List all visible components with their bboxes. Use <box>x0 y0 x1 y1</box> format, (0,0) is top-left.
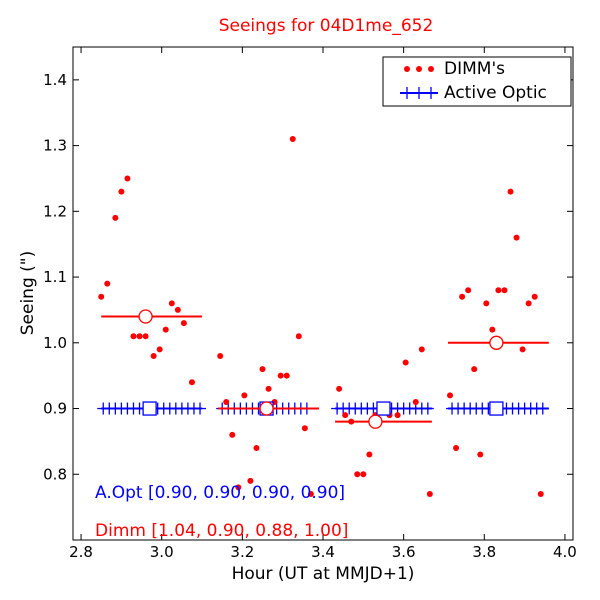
dimm-point <box>495 287 502 294</box>
y-tick-label: 1.4 <box>43 71 67 89</box>
y-tick-label: 1.0 <box>43 334 67 352</box>
dimm-point <box>180 320 187 327</box>
dimm-point <box>447 392 454 399</box>
dimm-point <box>118 188 125 195</box>
dimm-segment-marker <box>259 401 274 416</box>
dimm-point <box>124 175 131 182</box>
dimm-point <box>513 234 520 241</box>
aopt-annotation: A.Opt [0.90, 0.90, 0.90, 0.90] <box>95 483 345 503</box>
legend-dimm-label: DIMM's <box>444 59 505 79</box>
dimm-point <box>525 300 532 307</box>
dimm-point <box>519 346 526 353</box>
dimm-point <box>98 293 105 300</box>
x-tick-label: 3.4 <box>311 543 335 561</box>
plot-area <box>72 46 574 541</box>
dimm-point <box>537 490 544 497</box>
dimm-point <box>162 326 169 333</box>
dimm-point <box>477 451 484 458</box>
dimm-point <box>426 490 433 497</box>
legend-dimm-dot <box>416 66 422 72</box>
legend-dimm-dot <box>428 66 434 72</box>
dimm-point <box>104 280 111 287</box>
dimm-point <box>217 352 224 359</box>
dimm-segment-marker <box>368 414 383 429</box>
y-tick-label: 1.1 <box>43 268 67 286</box>
y-tick-label: 1.3 <box>43 137 67 155</box>
dimm-segment-marker <box>138 309 153 324</box>
segment-layer <box>101 309 549 429</box>
dimm-point <box>394 412 401 419</box>
legend-aopt-plus <box>425 87 437 99</box>
dimm-point <box>289 136 296 143</box>
dimm-point <box>307 490 314 497</box>
dimm-point <box>366 451 373 458</box>
legend-aopt-marker <box>400 87 438 99</box>
dimm-point <box>531 293 538 300</box>
dimm-point <box>259 366 266 373</box>
legend-dimm-marker <box>404 66 434 72</box>
dimm-point <box>156 346 163 353</box>
dimm-point <box>247 477 254 484</box>
dimm-point <box>465 287 472 294</box>
x-tick-label: 3.0 <box>150 543 174 561</box>
dimm-point <box>235 484 242 491</box>
dimm-point <box>354 471 361 478</box>
dimm-point <box>471 366 478 373</box>
dimm-point <box>150 352 157 359</box>
dimm-point <box>283 372 290 379</box>
dimm-point <box>402 359 409 366</box>
dimm-point <box>459 293 466 300</box>
legend-box <box>382 56 572 107</box>
dimm-point <box>112 214 119 221</box>
x-tick-label: 3.6 <box>392 543 416 561</box>
x-tick-label: 2.8 <box>69 543 93 561</box>
dimm-point <box>229 431 236 438</box>
dimm-point <box>489 326 496 333</box>
legend-aopt-label: Active Optic <box>444 83 547 103</box>
dimm-point <box>130 333 137 340</box>
dimm-point <box>295 333 302 340</box>
y-axis-label: Seeing (") <box>18 251 38 336</box>
legend: DIMM's Active Optic <box>382 56 572 107</box>
dimm-point <box>188 379 195 386</box>
dimm-point <box>223 398 230 405</box>
dimm-point <box>168 300 175 307</box>
legend-aopt-plus <box>401 87 413 99</box>
dimm-point <box>277 372 284 379</box>
x-tick-label: 3.8 <box>472 543 496 561</box>
x-tick-label: 3.2 <box>230 543 254 561</box>
y-tick-label: 0.8 <box>43 465 67 483</box>
chart-title: Seeings for 04D1me_652 <box>219 16 434 36</box>
dimm-annotation: Dimm [1.04, 0.90, 0.88, 1.00] <box>95 521 348 541</box>
dimm-point <box>265 385 272 392</box>
legend-dimm-dot <box>404 66 410 72</box>
dimm-point <box>507 188 514 195</box>
dimm-point <box>360 471 367 478</box>
x-axis-label: Hour (UT at MMJD+1) <box>232 564 415 584</box>
aopt-segment-marker <box>489 401 504 416</box>
dimm-point <box>418 346 425 353</box>
axis-ticks: 2.8 3.0 3.2 3.4 3.6 3.8 4.0 0.8 0.9 1.0 1.1 1.2 1.3 1… <box>43 47 577 561</box>
aopt-segment-marker <box>142 401 157 416</box>
dimm-point <box>174 306 181 313</box>
dimm-point <box>412 398 419 405</box>
dimm-point <box>342 412 349 419</box>
dimm-point <box>142 333 149 340</box>
legend-aopt-plus <box>413 87 425 99</box>
dimm-point <box>483 300 490 307</box>
y-tick-label: 1.2 <box>43 202 67 220</box>
dimm-point <box>136 333 143 340</box>
dimm-point <box>241 392 248 399</box>
x-tick-label: 4.0 <box>553 543 577 561</box>
dimm-point <box>336 385 343 392</box>
dimm-point <box>501 287 508 294</box>
dimm-point <box>301 425 308 432</box>
dimm-point <box>453 444 460 451</box>
y-tick-label: 0.9 <box>43 400 67 418</box>
dimm-point <box>253 444 260 451</box>
dimm-segment-marker <box>489 335 504 350</box>
aopt-segment-marker <box>376 401 391 416</box>
